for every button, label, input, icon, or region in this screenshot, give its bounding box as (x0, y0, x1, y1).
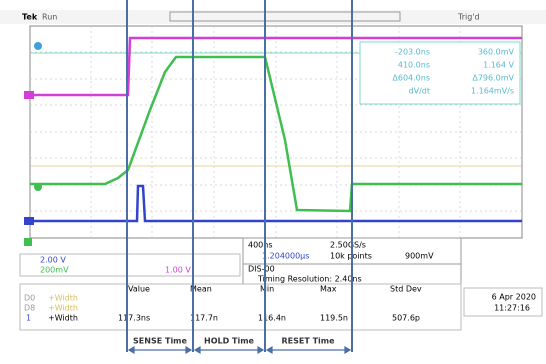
marker (34, 42, 42, 50)
brand: Tek (22, 13, 38, 22)
run-state: Run (42, 13, 57, 22)
meas-header: Std Dev (390, 285, 422, 294)
readout: 1.164mV/s (471, 87, 514, 96)
meas-value: 117.7n (190, 314, 218, 323)
meas-label: +Width (48, 294, 78, 303)
annotation-label: RESET Time (281, 337, 335, 346)
time: 11:27:16 (494, 304, 530, 313)
acq-text: 1.204000μs (262, 252, 309, 261)
acq-text: DIS-00 (248, 265, 275, 274)
marker (24, 91, 34, 99)
marker (24, 217, 34, 225)
meas-source: D8 (24, 304, 35, 313)
meas-header: Value (128, 285, 150, 294)
trigger-state: Trig'd (457, 13, 480, 22)
readout: dV/dt (409, 87, 430, 96)
meas-value: 117.3ns (118, 314, 150, 323)
annotation-label: SENSE Time (133, 337, 187, 346)
channel-scale: 2.00 V (40, 256, 66, 265)
acq-text: 10k points (330, 252, 372, 261)
readout: 360.0mV (478, 48, 515, 57)
readout: -203.0ns (395, 48, 430, 57)
annotation-label: HOLD Time (204, 337, 255, 346)
marker (24, 238, 32, 246)
meas-source: D0 (24, 294, 35, 303)
marker (34, 183, 42, 191)
meas-value: 507.6p (392, 314, 420, 323)
readout: 1.164 V (483, 61, 514, 70)
meas-header: Min (260, 285, 274, 294)
readout: 410.0ns (398, 61, 430, 70)
meas-label: +Width (48, 314, 78, 323)
date: 6 Apr 2020 (492, 293, 536, 302)
readout: Δ796.0mV (472, 74, 514, 83)
meas-value: 116.4n (258, 314, 286, 323)
meas-header: Max (320, 285, 337, 294)
acq-text: 900mV (405, 252, 434, 261)
screen: Tek Run Trig'd -203.0ns 360.0mV 410.0ns … (0, 0, 546, 360)
readout: Δ604.0ns (392, 74, 430, 83)
meas-source: 1 (26, 314, 31, 323)
channel-scale: 200mV (40, 266, 69, 275)
meas-label: +Width (48, 304, 78, 313)
acq-text: 2.50GS/s (330, 241, 366, 250)
channel-scale: 1.00 V (165, 266, 191, 275)
acq-text: 400ns (248, 241, 273, 250)
meas-value: 119.5n (320, 314, 348, 323)
acq-text: Timing Resolution: 2.40ns (257, 275, 362, 284)
